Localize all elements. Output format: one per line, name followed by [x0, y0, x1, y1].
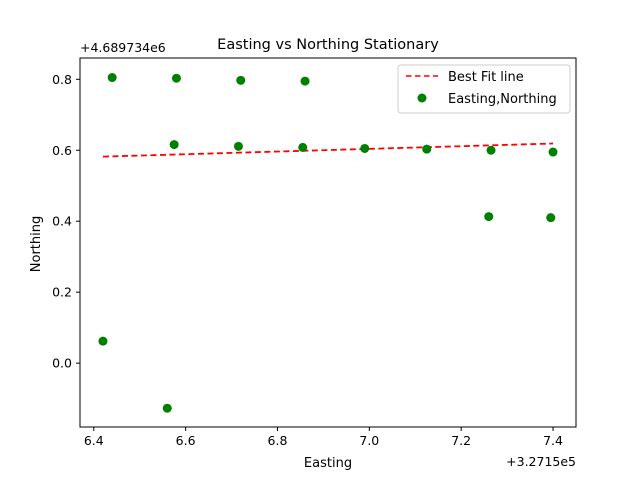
y-offset-label: +4.689734e6	[80, 40, 166, 55]
x-offset-label: +3.2715e5	[506, 454, 576, 469]
legend-label-easting-northing: Easting,Northing	[448, 92, 557, 107]
y-axis-ticks: 0.0 0.2 0.4 0.6 0.8	[52, 72, 80, 371]
scatter-point	[300, 76, 310, 86]
scatter-point	[546, 213, 556, 223]
scatter-point	[360, 143, 370, 153]
scatter-point	[171, 73, 181, 83]
x-tick-label: 6.4	[84, 433, 104, 448]
legend-label-best-fit: Best Fit line	[448, 70, 524, 85]
y-tick-label: 0.6	[52, 143, 72, 158]
scatter-point	[98, 336, 108, 346]
x-tick-label: 7.2	[451, 433, 471, 448]
chart-title: Easting vs Northing Stationary	[217, 37, 439, 53]
scatter-point	[169, 140, 179, 150]
scatter-point	[236, 75, 246, 85]
legend-box	[397, 64, 571, 114]
x-tick-label: 6.8	[268, 433, 288, 448]
plot-area	[98, 73, 558, 413]
scatter-point	[548, 147, 558, 157]
scatter-point	[233, 141, 243, 151]
x-axis-label: Easting	[304, 456, 352, 471]
axes-frame	[79, 57, 577, 428]
scatter-point	[422, 144, 432, 154]
scatter-point	[162, 403, 172, 413]
x-tick-label: 6.6	[176, 433, 196, 448]
y-tick-label: 0.2	[52, 285, 72, 300]
y-tick-label: 0.0	[52, 356, 72, 371]
scatter-point	[107, 73, 117, 83]
scatter-point	[486, 145, 496, 155]
scatter-point	[298, 142, 308, 152]
y-tick-label: 0.4	[52, 214, 72, 229]
y-axis-label: Northing	[29, 216, 44, 272]
x-axis-ticks: 6.4 6.6 6.8 7.0 7.2 7.4	[84, 427, 563, 448]
y-tick-label: 0.8	[52, 72, 72, 87]
x-tick-label: 7.4	[543, 433, 563, 448]
x-tick-label: 7.0	[359, 433, 379, 448]
scatter-point	[484, 212, 494, 222]
best-fit-line	[102, 142, 554, 158]
legend-scatter-swatch	[417, 93, 427, 103]
legend: Best Fit line Easting,Northing	[397, 64, 571, 114]
